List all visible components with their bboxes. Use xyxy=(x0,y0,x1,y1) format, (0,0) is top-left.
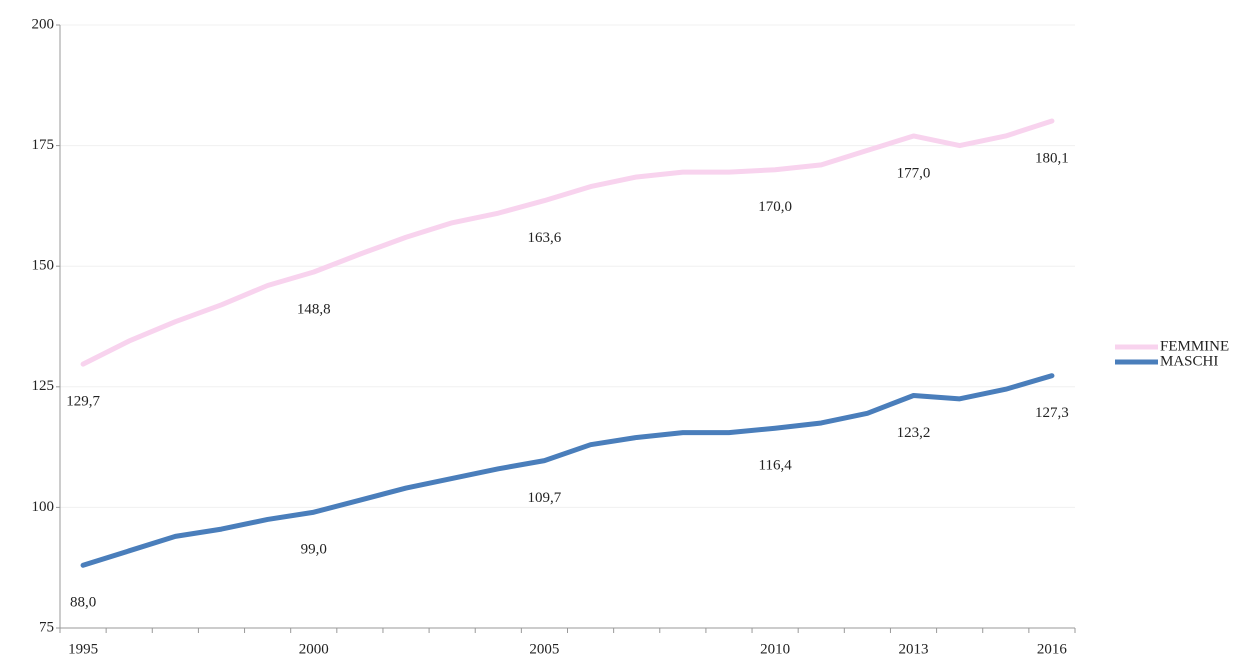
y-tick-label: 125 xyxy=(32,378,55,394)
x-tick-label: 2000 xyxy=(299,641,329,657)
y-tick-label: 175 xyxy=(32,137,55,153)
data-label: 99,0 xyxy=(301,542,327,558)
y-tick-label: 150 xyxy=(32,258,55,274)
data-label: 163,6 xyxy=(528,230,562,246)
series-line xyxy=(80,118,1055,367)
data-label: 127,3 xyxy=(1035,405,1069,421)
x-tick-label: 2016 xyxy=(1037,641,1068,657)
data-label: 177,0 xyxy=(897,165,931,181)
y-tick-label: 100 xyxy=(32,499,55,515)
legend-label: FEMMINE xyxy=(1160,338,1229,354)
x-tick-label: 1995 xyxy=(68,641,98,657)
data-label: 116,4 xyxy=(759,458,793,474)
y-tick-label: 75 xyxy=(39,619,54,635)
x-tick-label: 2013 xyxy=(899,641,929,657)
legend-label: MASCHI xyxy=(1160,353,1218,369)
x-tick-label: 2010 xyxy=(760,641,790,657)
data-label: 170,0 xyxy=(758,199,792,215)
x-tick-label: 2005 xyxy=(529,641,559,657)
data-label: 148,8 xyxy=(297,301,331,317)
y-tick-label: 200 xyxy=(32,16,55,32)
data-label: 123,2 xyxy=(897,425,931,441)
data-label: 88,0 xyxy=(70,595,96,611)
series-line xyxy=(80,373,1055,568)
data-label: 180,1 xyxy=(1035,150,1069,166)
data-label: 109,7 xyxy=(528,490,562,506)
data-label: 129,7 xyxy=(66,394,100,410)
